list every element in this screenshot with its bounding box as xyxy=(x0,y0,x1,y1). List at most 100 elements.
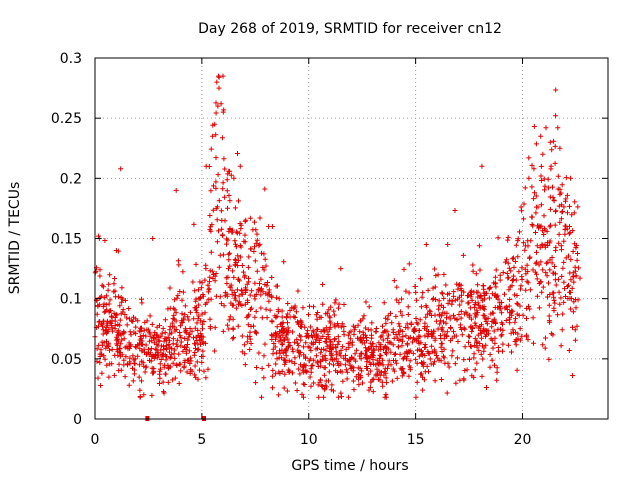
data-point xyxy=(269,333,275,339)
data-point xyxy=(367,384,373,390)
data-point xyxy=(407,334,413,340)
data-point xyxy=(368,368,374,374)
data-point xyxy=(344,369,350,375)
data-point xyxy=(477,341,483,346)
data-point xyxy=(301,363,307,369)
data-point xyxy=(363,299,369,305)
data-point xyxy=(445,291,450,297)
data-point xyxy=(208,146,214,152)
data-point xyxy=(157,371,163,377)
data-point xyxy=(404,354,410,359)
data-point xyxy=(404,321,410,327)
data-point xyxy=(477,293,483,298)
data-point xyxy=(100,331,106,337)
data-point xyxy=(143,333,149,339)
data-point xyxy=(179,297,185,303)
data-point xyxy=(254,237,260,243)
data-point xyxy=(364,359,370,365)
data-point xyxy=(360,329,366,335)
data-point xyxy=(342,362,348,368)
data-point xyxy=(396,300,402,306)
data-point xyxy=(515,254,521,260)
data-point xyxy=(557,191,563,197)
data-point xyxy=(185,314,191,320)
data-point xyxy=(524,334,530,340)
data-point xyxy=(479,304,485,310)
data-point xyxy=(207,213,213,218)
data-point xyxy=(157,361,163,367)
data-point xyxy=(520,312,526,318)
data-point xyxy=(299,391,305,397)
data-point xyxy=(525,238,531,244)
data-point xyxy=(432,312,438,318)
data-point xyxy=(529,184,535,190)
data-point xyxy=(534,276,540,282)
data-point xyxy=(547,240,553,246)
data-point xyxy=(526,155,532,161)
data-point xyxy=(165,379,171,385)
data-point xyxy=(140,333,146,338)
data-point xyxy=(495,296,501,302)
data-point xyxy=(416,353,422,359)
data-point xyxy=(537,224,543,230)
data-point xyxy=(219,226,225,232)
data-point xyxy=(332,300,338,306)
data-point xyxy=(187,361,193,366)
data-point xyxy=(261,353,267,359)
data-point xyxy=(127,316,132,322)
data-point xyxy=(526,175,532,181)
data-point xyxy=(236,301,241,307)
data-point xyxy=(407,367,413,373)
data-point xyxy=(109,328,115,334)
data-point xyxy=(216,73,221,79)
data-point xyxy=(213,100,219,106)
data-point xyxy=(224,177,230,183)
data-point xyxy=(286,358,292,364)
data-point xyxy=(137,337,143,343)
data-point xyxy=(301,344,307,350)
data-point xyxy=(98,351,104,357)
data-point xyxy=(380,337,386,343)
data-point xyxy=(571,299,577,305)
data-point xyxy=(451,293,457,299)
data-point xyxy=(338,347,344,353)
data-point xyxy=(315,364,321,369)
data-point xyxy=(393,313,399,319)
data-point xyxy=(500,341,506,347)
data-point xyxy=(93,268,99,274)
data-point xyxy=(142,369,148,375)
data-point xyxy=(149,321,155,327)
data-point xyxy=(559,182,565,188)
data-point xyxy=(227,250,233,256)
data-point xyxy=(540,151,546,157)
data-point xyxy=(380,323,385,329)
data-point xyxy=(550,184,555,190)
data-point xyxy=(483,332,489,338)
data-point xyxy=(273,361,279,367)
data-point xyxy=(230,268,236,274)
data-point xyxy=(447,297,453,303)
data-point xyxy=(116,368,122,374)
data-point xyxy=(131,329,137,335)
data-point xyxy=(182,329,188,335)
data-point xyxy=(378,334,384,340)
data-point xyxy=(274,324,280,330)
data-point xyxy=(331,362,336,368)
data-point xyxy=(241,238,247,244)
y-tick-label: 0.25 xyxy=(51,111,82,127)
data-point xyxy=(242,362,248,368)
data-point xyxy=(194,359,200,365)
data-point xyxy=(283,359,289,365)
data-point xyxy=(254,365,260,370)
data-point xyxy=(547,206,553,212)
data-point xyxy=(416,327,422,333)
data-point xyxy=(279,308,285,314)
data-point xyxy=(545,259,551,265)
data-point xyxy=(472,311,478,317)
data-point xyxy=(497,306,503,312)
data-point xyxy=(393,351,398,357)
data-point xyxy=(355,322,361,328)
data-point xyxy=(197,367,202,373)
data-point xyxy=(252,219,257,225)
data-point xyxy=(335,341,341,347)
